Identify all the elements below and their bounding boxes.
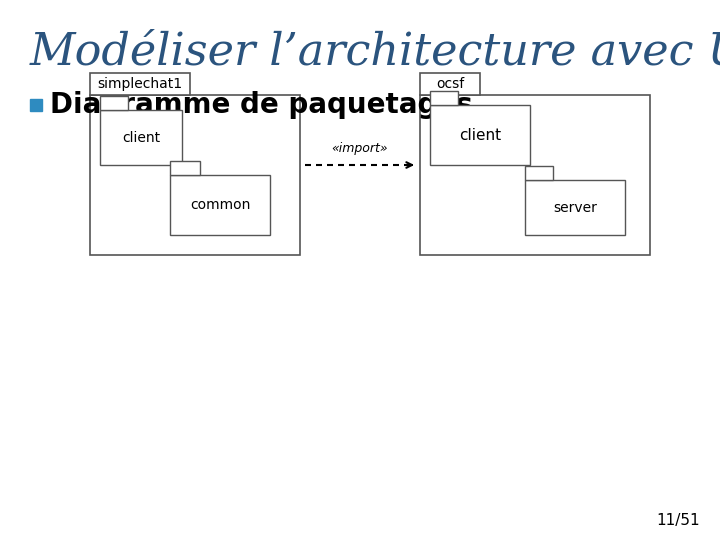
Bar [420, 73, 480, 95]
Bar [90, 95, 300, 255]
Bar [525, 166, 553, 180]
Text: Modéliser l’architecture avec UML: Modéliser l’architecture avec UML [30, 30, 720, 73]
Bar [100, 110, 182, 165]
Text: «import»: «import» [332, 142, 388, 155]
Text: client: client [122, 131, 160, 145]
Text: Diagramme de paquetages: Diagramme de paquetages [50, 91, 473, 119]
Bar [420, 95, 650, 255]
Text: server: server [553, 200, 597, 214]
Bar [30, 99, 42, 111]
Bar [170, 175, 270, 235]
Text: ocsf: ocsf [436, 77, 464, 91]
Text: 11/51: 11/51 [657, 513, 700, 528]
Bar [170, 161, 200, 175]
Text: simplechat1: simplechat1 [97, 77, 183, 91]
Bar [100, 96, 128, 110]
Text: client: client [459, 127, 501, 143]
Text: common: common [190, 198, 250, 212]
Bar [90, 73, 190, 95]
Bar [430, 105, 530, 165]
Bar [430, 91, 458, 105]
Bar [525, 180, 625, 235]
